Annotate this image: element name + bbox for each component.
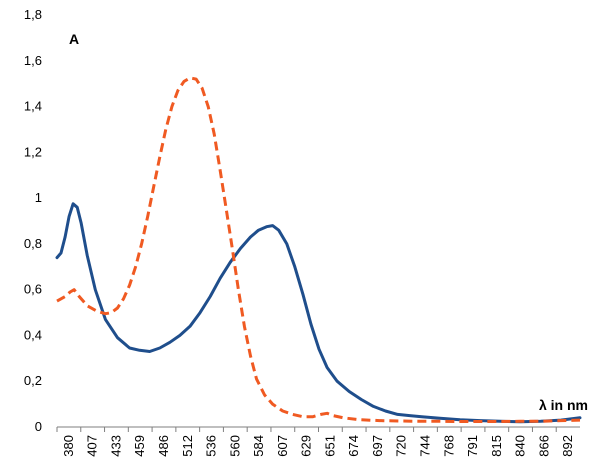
y-tick-label: 1,4 <box>24 99 42 114</box>
x-tick-label: 866 <box>536 435 551 457</box>
x-tick-label: 629 <box>299 435 314 457</box>
x-tick-label: 768 <box>441 435 456 457</box>
x-tick-label: 486 <box>156 435 171 457</box>
series-layer <box>55 76 582 424</box>
x-axis-label: λ in nm <box>539 397 588 413</box>
x-tick-label: 674 <box>346 435 361 457</box>
y-tick-label: 0,4 <box>24 327 42 342</box>
x-tick-label: 380 <box>61 435 76 457</box>
chart-corner-label: A <box>69 31 79 47</box>
x-tick-label: 697 <box>370 435 385 457</box>
x-tick-label: 651 <box>322 435 337 457</box>
y-tick-label: 0 <box>35 419 42 434</box>
x-tick-label: 744 <box>417 435 432 457</box>
x-tick-label: 433 <box>108 435 123 457</box>
x-tick-label: 840 <box>513 435 528 457</box>
x-axis-ticks: 380 407 433 459 486 512 536 560 584 607 629 651 674 6… <box>56 427 575 457</box>
y-tick-label: 1 <box>35 190 42 205</box>
y-tick-label: 1,8 <box>24 7 42 22</box>
y-tick-label: 0,2 <box>24 373 42 388</box>
x-tick-label: 607 <box>275 435 290 457</box>
x-tick-label: 536 <box>204 435 219 457</box>
series-line-solid <box>55 202 582 424</box>
x-tick-label: 815 <box>489 435 504 457</box>
y-tick-label: 0,6 <box>24 282 42 297</box>
x-tick-label: 459 <box>132 435 147 457</box>
y-tick-label: 1,6 <box>24 53 42 68</box>
y-axis-ticks: 0 0,2 0,4 0,6 0,8 1 1,2 1,4 1,6 1,8 <box>24 7 42 434</box>
x-tick-label: 791 <box>465 435 480 457</box>
x-tick-label: 560 <box>227 435 242 457</box>
x-tick-label: 720 <box>394 435 409 457</box>
y-tick-label: 1,2 <box>24 144 42 159</box>
x-tick-label: 584 <box>251 435 266 457</box>
x-tick-label: 512 <box>180 435 195 457</box>
y-tick-label: 0,8 <box>24 236 42 251</box>
x-tick-label: 892 <box>560 435 575 457</box>
series-line-dashed <box>56 76 581 423</box>
x-tick-label: 407 <box>85 435 100 457</box>
